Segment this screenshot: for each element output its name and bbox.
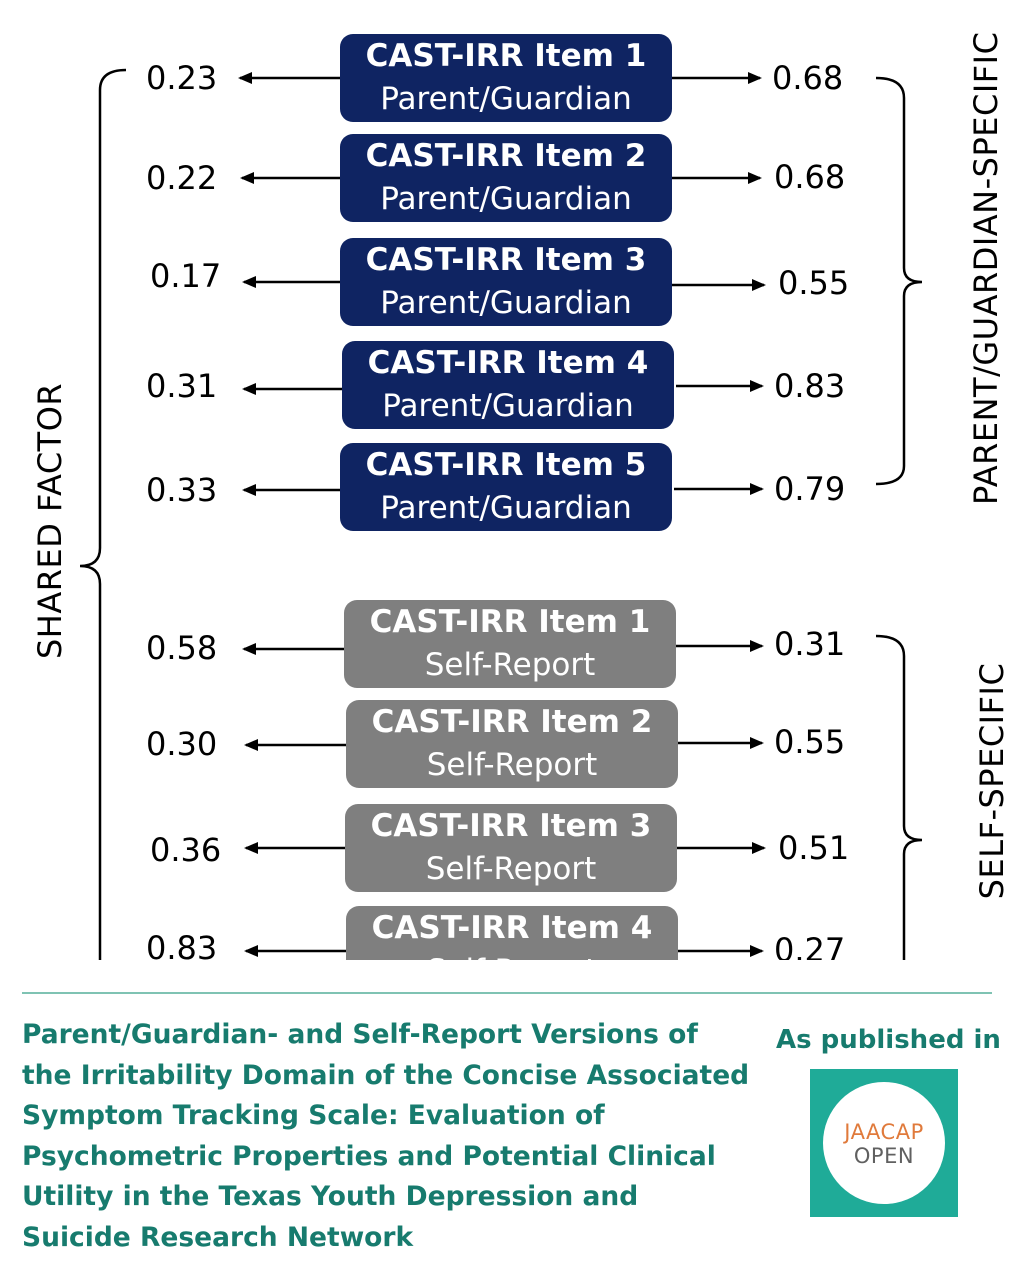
- item-title: CAST-IRR Item 2: [371, 704, 653, 740]
- parent-specific-label: PARENT/GUARDIAN-SPECIFIC: [967, 31, 1005, 505]
- item-title: CAST-IRR Item 5: [365, 447, 647, 483]
- item-title: CAST-IRR Item 4: [371, 910, 653, 946]
- footer-divider: [22, 992, 992, 994]
- self-specific-label: SELF-SPECIFIC: [973, 662, 1011, 900]
- self-item-4-box: CAST-IRR Item 4 Self-Report: [346, 906, 678, 960]
- parent-item-3-box: CAST-IRR Item 3 Parent/Guardian: [340, 238, 672, 326]
- specific-loading: 0.27: [774, 931, 846, 960]
- specific-loading: 0.83: [774, 367, 846, 405]
- shared-loading: 0.30: [146, 725, 218, 763]
- item-subtitle: Parent/Guardian: [380, 285, 632, 321]
- parent-item-4-box: CAST-IRR Item 4 Parent/Guardian: [342, 341, 674, 429]
- shared-loading: 0.33: [146, 471, 218, 509]
- specific-loading: 0.51: [778, 829, 850, 867]
- shared-loading: 0.36: [150, 831, 222, 869]
- diagram-lines: [79, 68, 923, 960]
- item-subtitle: Self-Report: [425, 851, 597, 887]
- factor-diagram: CAST-IRR Item 1 Parent/Guardian CAST-IRR…: [31, 31, 1011, 960]
- item-title: CAST-IRR Item 3: [370, 808, 652, 844]
- item-title: CAST-IRR Item 3: [365, 242, 647, 278]
- specific-loading: 0.79: [774, 470, 846, 508]
- specific-loading: 0.68: [772, 59, 844, 97]
- specific-loading: 0.55: [774, 723, 846, 761]
- self-item-1-box: CAST-IRR Item 1 Self-Report: [344, 600, 676, 688]
- shared-loading: 0.58: [146, 629, 218, 667]
- parent-item-5-box: CAST-IRR Item 5 Parent/Guardian: [340, 443, 672, 531]
- shared-loading: 0.83: [146, 929, 218, 960]
- published-in-label: As published in: [776, 1025, 1001, 1055]
- specific-loading: 0.68: [774, 158, 846, 196]
- item-subtitle: Self-Report: [426, 747, 598, 783]
- specific-loading: 0.31: [774, 625, 846, 663]
- shared-loading: 0.23: [146, 59, 218, 97]
- specific-loading: 0.55: [778, 264, 850, 302]
- item-title: CAST-IRR Item 4: [367, 345, 649, 381]
- shared-loading: 0.17: [150, 257, 222, 295]
- item-subtitle: Parent/Guardian: [380, 81, 632, 117]
- self-item-3-box: CAST-IRR Item 3 Self-Report: [345, 804, 677, 892]
- logo-circle: [823, 1082, 945, 1204]
- item-subtitle: Parent/Guardian: [382, 388, 634, 424]
- shared-factor-brace: [79, 68, 127, 960]
- shared-factor-label: SHARED FACTOR: [31, 382, 69, 659]
- item-title: CAST-IRR Item 2: [365, 138, 647, 174]
- item-subtitle: Parent/Guardian: [380, 181, 632, 217]
- shared-loading: 0.22: [146, 159, 218, 197]
- parent-specific-brace: [875, 76, 923, 486]
- parent-item-2-box: CAST-IRR Item 2 Parent/Guardian: [340, 134, 672, 222]
- item-title: CAST-IRR Item 1: [365, 38, 647, 74]
- article-title: Parent/Guardian- and Self-Report Version…: [22, 1019, 750, 1253]
- item-subtitle: Parent/Guardian: [380, 490, 632, 526]
- parent-item-1-box: CAST-IRR Item 1 Parent/Guardian: [340, 34, 672, 122]
- logo-text-jaacap: JAACAP: [844, 1120, 924, 1144]
- item-subtitle: Self-Report: [427, 948, 598, 960]
- self-item-2-box: CAST-IRR Item 2 Self-Report: [346, 700, 678, 788]
- item-title: CAST-IRR Item 1: [369, 604, 651, 640]
- jaacap-open-logo: JAACAP OPEN: [810, 1069, 958, 1217]
- self-specific-brace: [875, 634, 923, 960]
- shared-loading: 0.31: [146, 367, 218, 405]
- logo-text-open: OPEN: [853, 1144, 915, 1168]
- item-subtitle: Self-Report: [424, 647, 596, 683]
